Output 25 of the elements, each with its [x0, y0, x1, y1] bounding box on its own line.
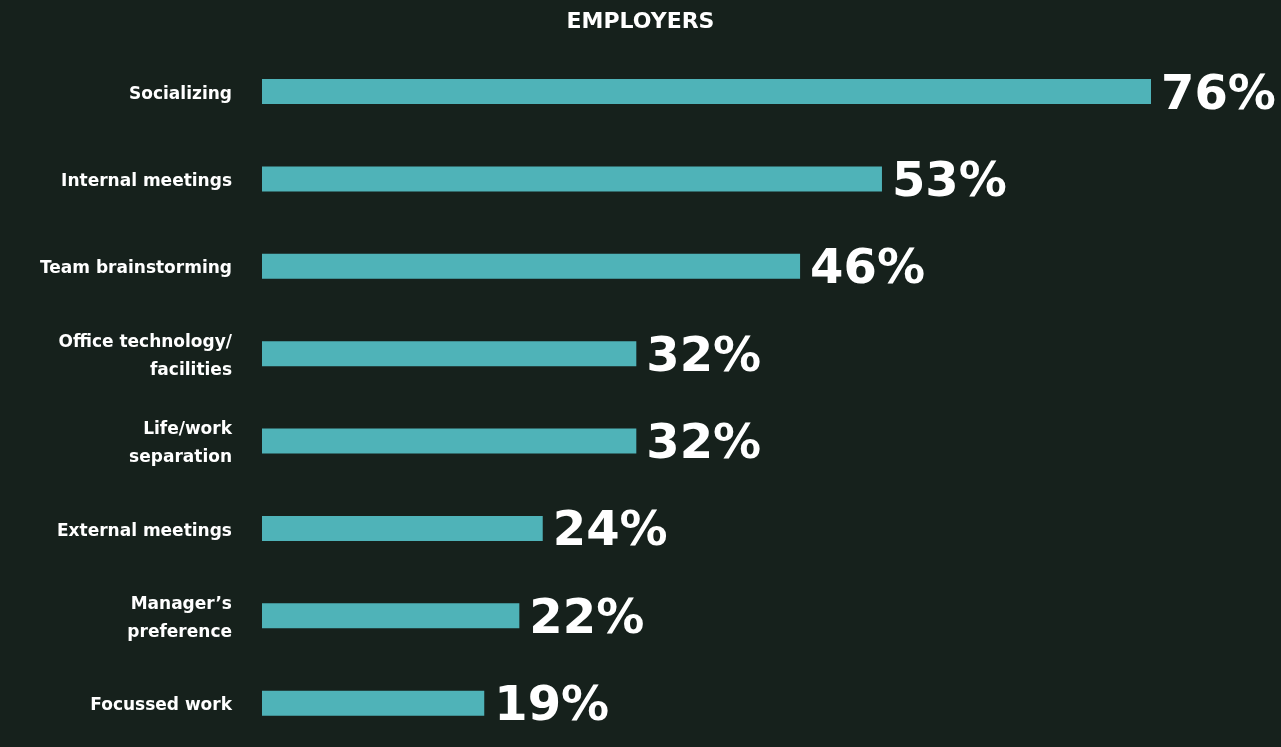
data-label: 53% [891, 150, 1007, 207]
y-tick-label: Team brainstorming [39, 257, 232, 278]
data-label: 46% [810, 238, 925, 295]
y-tick-label: Socializing [129, 82, 232, 103]
bar [262, 341, 637, 367]
y-tick-label: Internal meetings [61, 170, 232, 191]
bar [262, 253, 801, 279]
data-label: 76% [1161, 63, 1276, 120]
bar [262, 428, 637, 454]
y-tick-label: Office technology/ facilities [58, 330, 233, 379]
data-label: 24% [552, 500, 668, 557]
chart-title: EMPLOYERS [565, 8, 716, 33]
y-tick-label: External meetings [56, 519, 232, 540]
data-label: 32% [646, 325, 762, 382]
bar [262, 603, 520, 629]
y-tick-label: Life/work separation [129, 418, 233, 467]
data-label: 19% [494, 675, 610, 732]
bar [262, 166, 882, 192]
bar [262, 690, 485, 716]
y-tick-label: Focussed work [90, 694, 233, 715]
data-label: 32% [646, 413, 762, 470]
y-tick-label: Manager’s preference [127, 592, 232, 641]
data-label: 22% [529, 587, 645, 644]
bar [262, 515, 543, 541]
bar [262, 79, 1151, 104]
